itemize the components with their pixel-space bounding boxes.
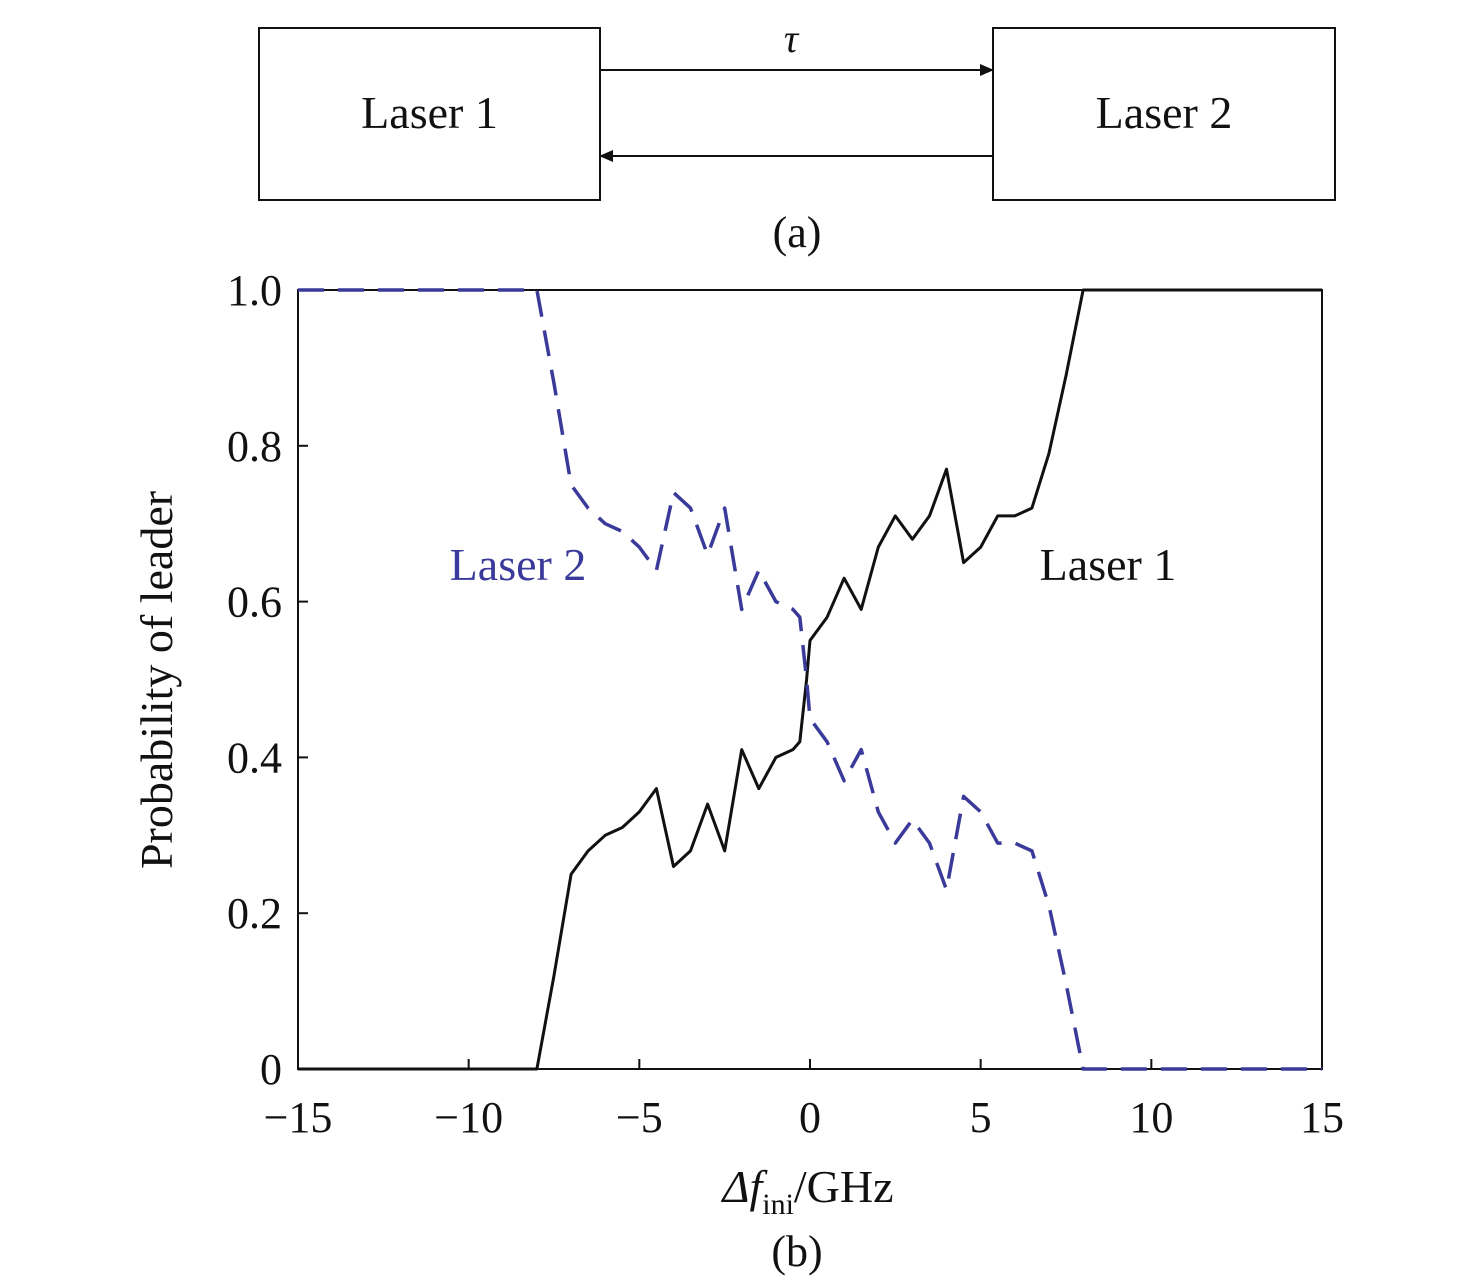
- panel-b-label: (b): [771, 1227, 822, 1276]
- y-tick-label: 0: [260, 1045, 282, 1094]
- laser-1-box-label: Laser 1: [361, 87, 498, 138]
- y-axis-ticks: 0 0.2 0.4 0.6 0.8 1.0: [227, 266, 308, 1094]
- y-axis-label: Probability of leader: [131, 491, 182, 869]
- panel-a-label: (a): [773, 208, 822, 257]
- y-tick-label: 0.4: [227, 733, 282, 782]
- laser-1-series-label: Laser 1: [1040, 539, 1177, 590]
- x-tick-label: 0: [799, 1093, 821, 1142]
- x-tick-label: 5: [970, 1093, 992, 1142]
- series-layer: [298, 288, 1322, 1071]
- x-tick-label: −5: [616, 1093, 663, 1142]
- laser-2-series-label: Laser 2: [450, 539, 587, 590]
- y-tick-label: 0.8: [227, 422, 282, 471]
- laser-2-series-line: [298, 288, 1322, 1071]
- laser-1-box: [258, 27, 601, 201]
- x-tick-label: 10: [1129, 1093, 1173, 1142]
- delay-label: τ: [784, 16, 800, 61]
- laser-2-box: [992, 27, 1336, 201]
- x-axis-label-unit: /GHz: [794, 1161, 894, 1212]
- x-axis-label: Δfini/GHz: [720, 1161, 893, 1221]
- x-tick-label: −10: [434, 1093, 503, 1142]
- x-axis-label-main: Δf: [720, 1161, 768, 1212]
- x-tick-label: −15: [264, 1093, 333, 1142]
- y-tick-label: 0.2: [227, 889, 282, 938]
- x-axis-label-subscript: ini: [762, 1188, 794, 1221]
- y-tick-label: 0.6: [227, 578, 282, 627]
- x-axis-ticks: −15 −10 −5 0 5 10 15: [264, 1059, 1344, 1142]
- plot: −15 −10 −5 0 5 10 15 00.20.40.60.81.0 Laser 2 …: [131, 266, 1344, 1276]
- block-diagram: Laser 1 Laser 2 τ (a): [258, 16, 1336, 257]
- laser-2-box-label: Laser 2: [1096, 87, 1233, 138]
- y-tick-label: 1.0: [227, 266, 282, 315]
- laser-1-series-line: [298, 288, 1322, 1071]
- x-tick-label: 15: [1300, 1093, 1344, 1142]
- plot-frame: [297, 289, 1323, 1070]
